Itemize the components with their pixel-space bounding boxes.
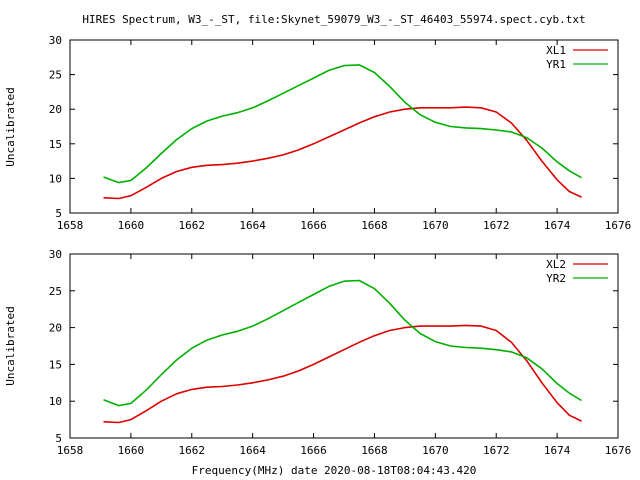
x-tick-label: 1670 (422, 219, 449, 232)
y-tick-label: 20 (49, 322, 62, 335)
series-line-xl2 (103, 324, 582, 424)
plot-frame (69, 253, 619, 439)
x-tick-label: 1672 (483, 444, 510, 457)
x-tick-label: 1666 (300, 219, 327, 232)
legend-label-xl2: XL2 (546, 258, 566, 271)
y-tick-label: 20 (49, 103, 62, 116)
x-tick-label: 1674 (544, 444, 571, 457)
y-tick-label: 5 (55, 432, 62, 445)
x-axis-label: Frequency(MHz) date 2020-08-18T08:04:43.… (192, 464, 477, 477)
x-tick-label: 1668 (361, 444, 388, 457)
x-tick-label: 1660 (118, 219, 145, 232)
y-tick-label: 25 (49, 69, 62, 82)
legend-label-yr2: YR2 (546, 272, 566, 285)
bottom-panel: Uncalibrated 1658 1660 1662 1664 1666 1668 167… (4, 248, 631, 457)
plot-frame (69, 39, 619, 214)
y-tick-label: 10 (49, 172, 62, 185)
top-panel: Uncalibrated 1658 1660 1662 1664 1666 1668 167… (4, 34, 631, 232)
top-panel-ylabel: Uncalibrated (4, 87, 17, 166)
bottom-panel-ylabel: Uncalibrated (4, 306, 17, 385)
x-tick-label: 1662 (179, 219, 206, 232)
x-tick-label: 1664 (239, 444, 266, 457)
y-tick-label: 30 (49, 34, 62, 47)
y-tick-label: 5 (55, 207, 62, 220)
x-tick-label: 1664 (239, 219, 266, 232)
x-tick-label: 1662 (179, 444, 206, 457)
x-tick-label: 1660 (118, 444, 145, 457)
x-tick-label: 1670 (422, 444, 449, 457)
legend-label-xl1: XL1 (546, 44, 566, 57)
x-tick-label: 1674 (544, 219, 571, 232)
figure-title: HIRES Spectrum, W3_-_ST, file:Skynet_590… (82, 13, 585, 26)
x-tick-label: 1676 (605, 444, 632, 457)
series-line-yr2 (103, 279, 582, 407)
series-line-xl1 (103, 106, 582, 200)
x-tick-label: 1668 (361, 219, 388, 232)
y-tick-label: 15 (49, 138, 62, 151)
series-line-yr1 (103, 64, 582, 184)
legend-label-yr1: YR1 (546, 58, 566, 71)
x-tick-label: 1672 (483, 219, 510, 232)
x-tick-label: 1676 (605, 219, 632, 232)
y-tick-label: 25 (49, 285, 62, 298)
x-tick-label: 1666 (300, 444, 327, 457)
x-tick-label: 1658 (57, 219, 84, 232)
x-tick-label: 1658 (57, 444, 84, 457)
y-tick-label: 30 (49, 248, 62, 261)
y-tick-label: 10 (49, 395, 62, 408)
y-tick-label: 15 (49, 358, 62, 371)
